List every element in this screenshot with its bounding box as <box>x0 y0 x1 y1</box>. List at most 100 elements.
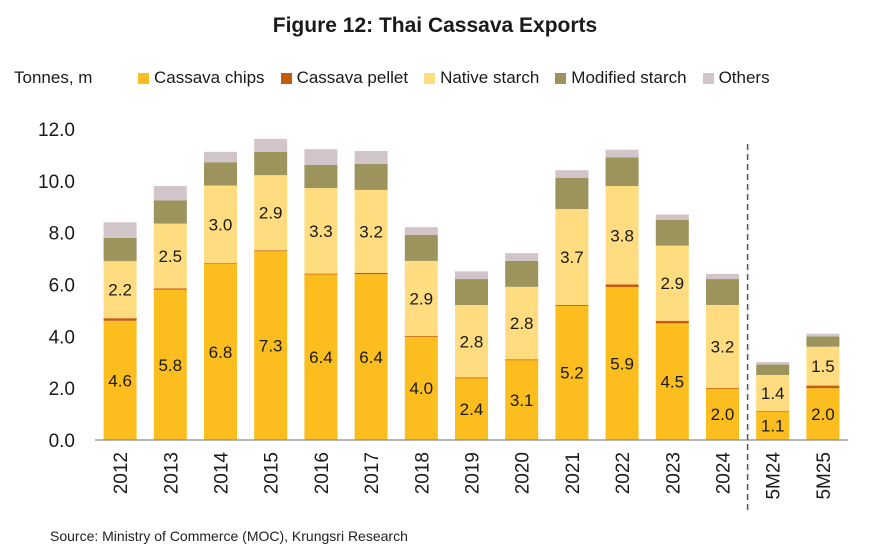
bar-segment-others <box>204 151 237 163</box>
bar-segment-native-starch <box>103 261 137 319</box>
y-tick-label: 10.0 <box>38 172 75 193</box>
x-tick-label: 2020 <box>513 452 534 494</box>
data-label: 4.6 <box>108 371 132 390</box>
bar-segment-cassava-pellet <box>806 385 840 389</box>
bar-segment-native-starch <box>505 286 539 360</box>
bar-segment-others <box>103 222 137 238</box>
legend-item-cassava-chips: Cassava chips <box>138 68 265 88</box>
bar-segment-modified-starch <box>555 177 589 210</box>
bar-segment-native-starch <box>455 304 488 378</box>
data-label: 3.3 <box>309 222 333 241</box>
bar-segment-native-starch <box>605 186 639 285</box>
data-label: 5.8 <box>158 356 182 375</box>
legend-label-modified-starch: Modified starch <box>571 68 687 87</box>
bar-segment-cassava-pellet <box>354 272 388 275</box>
data-label: 3.1 <box>510 391 534 410</box>
bar-segment-modified-starch <box>254 151 288 176</box>
legend-label-native-starch: Native starch <box>440 68 540 87</box>
x-tick-label: 2016 <box>312 452 333 494</box>
bar-segment-cassava-chips <box>505 359 539 440</box>
bar-segment-cassava-pellet <box>655 320 689 324</box>
x-tick-label: 5M24 <box>764 452 785 500</box>
bar-segment-modified-starch <box>806 336 840 347</box>
bar-segment-cassava-chips <box>103 320 137 440</box>
legend: Cassava chips Cassava pellet Native star… <box>138 68 770 88</box>
data-label: 1.4 <box>761 384 785 403</box>
x-tick-label: 2022 <box>613 452 634 494</box>
bar-segment-cassava-pellet <box>505 359 539 361</box>
bar-segment-cassava-pellet <box>404 336 438 337</box>
data-label: 3.2 <box>711 337 735 356</box>
data-label: 4.0 <box>409 379 433 398</box>
data-label: 3.8 <box>610 226 634 245</box>
bar-segment-cassava-pellet <box>756 411 790 413</box>
legend-swatch-others <box>702 72 714 84</box>
y-tick-label: 4.0 <box>49 327 75 348</box>
legend-item-cassava-pellet: Cassava pellet <box>280 68 409 88</box>
bar-segment-cassava-pellet <box>204 263 237 265</box>
x-tick-label: 2017 <box>362 452 383 494</box>
x-tick-label: 2013 <box>161 452 182 494</box>
bar-segment-cassava-pellet <box>706 387 739 389</box>
bar-segment-cassava-pellet <box>555 304 589 306</box>
bar-segment-others <box>404 227 438 235</box>
bar-segment-native-starch <box>756 374 790 412</box>
bar-segment-cassava-chips <box>756 411 790 440</box>
y-tick-label: 2.0 <box>49 379 75 400</box>
bar-segment-cassava-chips <box>254 250 288 440</box>
bar-segment-modified-starch <box>505 260 539 287</box>
bar-segment-others <box>806 333 840 337</box>
bar-segment-others <box>254 138 288 152</box>
bar-segment-cassava-chips <box>354 274 388 440</box>
data-label: 5.9 <box>610 355 634 374</box>
bar-segment-modified-starch <box>204 162 237 186</box>
bar-segment-modified-starch <box>756 364 790 375</box>
source-note: Source: Ministry of Commerce (MOC), Krun… <box>50 528 408 544</box>
data-label: 3.2 <box>359 222 383 241</box>
data-label: 2.5 <box>158 247 182 266</box>
data-label: 5.2 <box>560 364 584 383</box>
bar-segment-cassava-pellet <box>455 377 488 379</box>
bar-segment-modified-starch <box>103 237 137 262</box>
bar-segment-cassava-pellet <box>103 318 137 321</box>
y-tick-label: 6.0 <box>49 276 75 297</box>
legend-label-cassava-chips: Cassava chips <box>154 68 265 87</box>
bar-segment-native-starch <box>655 245 689 321</box>
data-label: 2.9 <box>409 289 433 308</box>
bar-segment-cassava-chips <box>806 388 840 440</box>
legend-swatch-native-starch <box>424 72 436 84</box>
legend-item-native-starch: Native starch <box>424 68 539 88</box>
x-tick-label: 2023 <box>663 452 684 494</box>
x-tick-label: 2024 <box>714 452 735 495</box>
bar-segment-cassava-pellet <box>605 284 639 288</box>
bar-segment-cassava-chips <box>706 388 739 440</box>
bar-segment-native-starch <box>153 223 187 289</box>
bar-segment-native-starch <box>404 260 438 337</box>
data-label: 6.8 <box>209 343 233 362</box>
y-tick-label: 0.0 <box>49 431 75 452</box>
chart-title: Figure 12: Thai Cassava Exports <box>272 14 598 37</box>
data-label: 1.5 <box>811 357 835 376</box>
bar-segment-native-starch <box>204 185 237 264</box>
bar-segment-native-starch <box>555 209 589 305</box>
data-label: 2.4 <box>460 400 484 419</box>
bar-segment-others <box>153 186 187 201</box>
legend-label-others: Others <box>718 68 770 87</box>
data-label: 2.8 <box>460 332 484 351</box>
data-label: 6.4 <box>309 348 333 367</box>
x-tick-label: 2021 <box>563 452 584 494</box>
bar-segment-native-starch <box>354 189 388 273</box>
bar-segment-modified-starch <box>304 164 338 189</box>
bar-segment-others <box>455 271 488 280</box>
data-label: 2.0 <box>711 405 735 424</box>
x-tick-label: 2014 <box>212 452 233 495</box>
data-label: 6.4 <box>359 348 383 367</box>
bar-segment-others <box>605 149 639 158</box>
x-tick-label: 2012 <box>111 452 132 494</box>
bar-segment-others <box>304 149 338 165</box>
bar-segment-modified-starch <box>455 279 488 305</box>
bar-segment-cassava-pellet <box>153 288 187 290</box>
data-label: 2.8 <box>510 314 534 333</box>
legend-label-cassava-pellet: Cassava pellet <box>296 68 409 87</box>
